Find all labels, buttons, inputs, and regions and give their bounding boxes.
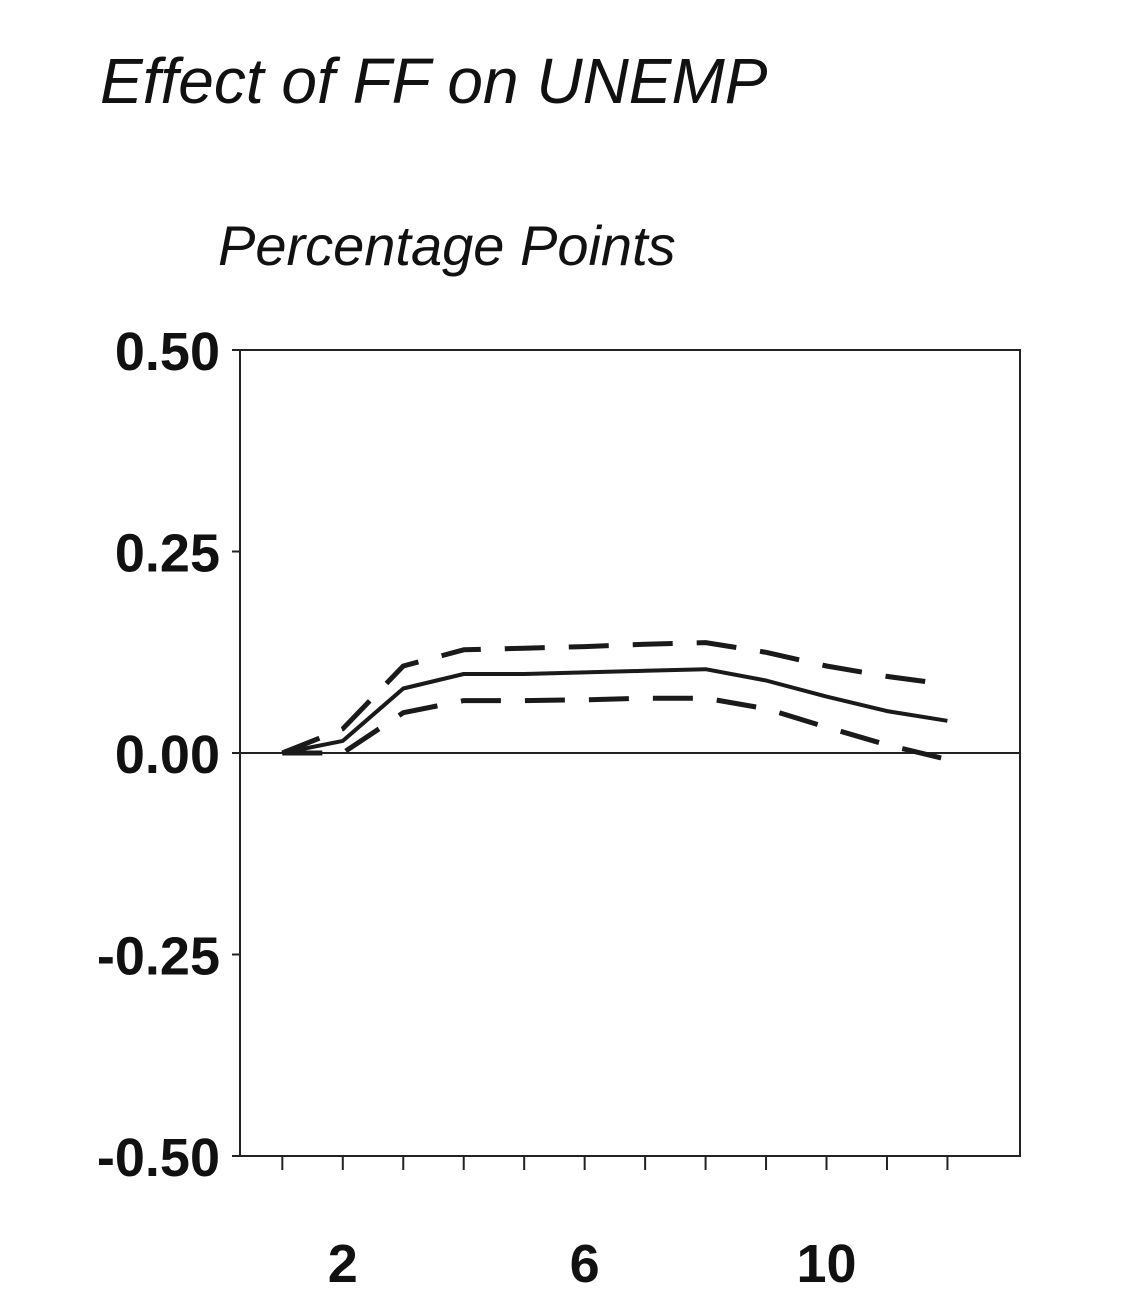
y-tick-label: -0.50 — [97, 1128, 220, 1188]
band-line-1 — [281, 640, 948, 756]
x-tick-label: 2 — [328, 1234, 358, 1294]
x-tick-label: 10 — [796, 1234, 856, 1294]
chart-subtitle: Percentage Points — [218, 214, 676, 277]
response-line-0 — [281, 667, 948, 755]
y-tick-label: -0.25 — [97, 927, 220, 987]
chart-title: Effect of FF on UNEMP — [100, 45, 768, 117]
x-tick-label: 6 — [570, 1234, 600, 1294]
y-tick-label: 0.00 — [115, 725, 220, 785]
y-tick-label: 0.50 — [115, 322, 220, 382]
band-line-2 — [282, 695, 948, 762]
y-tick-label: 0.25 — [115, 524, 220, 584]
